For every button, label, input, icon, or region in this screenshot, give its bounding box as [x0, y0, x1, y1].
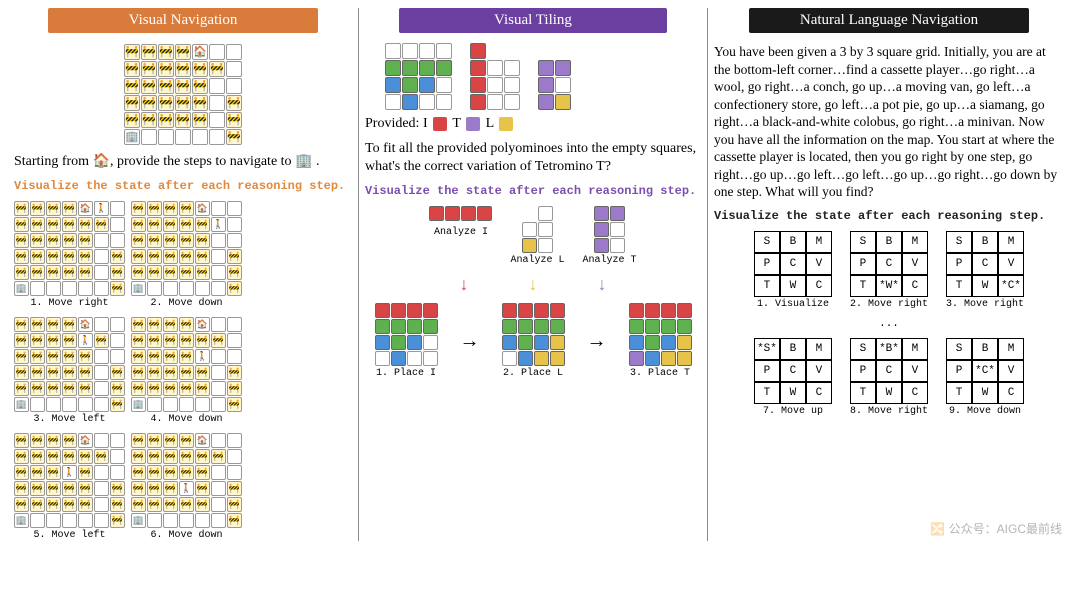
- ellipsis: ...: [714, 318, 1064, 330]
- nl-steps-bottom: *S*BMPCVTWC7. Move upS*B*MPCVTWC8. Move …: [714, 338, 1064, 417]
- nav-base-grid: 🚧🚧🚧🚧🏠🚧🚧🚧🚧🚧🚧🚧🚧🚧🚧🚧🚧🚧🚧🚧🚧🚧🚧🚧🚧🚧🚧🚧🏢🚧: [14, 43, 352, 145]
- nl-step: SBMP*C*VTWC9. Move down: [946, 338, 1024, 417]
- nl-prompt: You have been given a 3 by 3 square grid…: [714, 43, 1064, 201]
- viz-label-3: Visualize the state after each reasoning…: [714, 209, 1064, 223]
- viz-label-1: Visualize the state after each reasoning…: [14, 179, 352, 193]
- analyze-row: Analyze I Analyze L Analyze T: [365, 206, 701, 266]
- nl-step: *S*BMPCVTWC7. Move up: [754, 338, 832, 417]
- place-step: 2. Place L: [502, 303, 565, 379]
- analyze-step: Analyze L: [510, 206, 564, 266]
- nl-step: SBMPCVT*W*C2. Move right: [850, 231, 928, 310]
- col-visual-navigation: Visual Navigation 🚧🚧🚧🚧🏠🚧🚧🚧🚧🚧🚧🚧🚧🚧🚧🚧🚧🚧🚧🚧🚧🚧…: [8, 8, 358, 541]
- nav-step: 🚧🚧🚧🚧🏠🚧🚧🚧🚧🚶🚧🚧🚧🚧🚧🚧🚧🚧🚧🚧🚧🚧🚧🚧🚧🚧🚧🚧🏢🚧3. Move le…: [14, 315, 125, 425]
- nav-step: 🚧🚧🚧🚧🏠🚧🚧🚧🚧🚧🚧🚧🚧🚧🚧🚧🚧🚧🚧🚶🚧🚧🚧🚧🚧🚧🚧🚧🏢🚧6. Move do…: [131, 431, 242, 541]
- arrow-down-icon: ↓: [529, 274, 538, 295]
- arrow-right-icon: →: [456, 330, 484, 353]
- place-step: 1. Place I: [375, 303, 438, 379]
- watermark: 🔀 公众号：AIGC最前线: [930, 520, 1062, 537]
- analyze-step: Analyze T: [583, 206, 637, 266]
- arrow-row: ↓ ↓ ↓: [365, 274, 701, 295]
- arrow-down-icon: ↓: [460, 274, 469, 295]
- place-step: 3. Place T: [629, 303, 692, 379]
- analyze-step: Analyze I: [429, 206, 492, 266]
- nav-steps: 🚧🚧🚧🚧🏠🚶🚧🚧🚧🚧🚧🚧🚧🚧🚧🚧🚧🚧🚧🚧🚧🚧🚧🚧🚧🚧🚧🚧🚧🏢🚧1. Move r…: [14, 199, 352, 541]
- nav-step: 🚧🚧🚧🚧🏠🚧🚧🚧🚧🚧🚧🚧🚧🚧🚧🚶🚧🚧🚧🚧🚧🚧🚧🚧🚧🚧🚧🚧🏢🚧4. Move do…: [131, 315, 242, 425]
- arrow-down-icon: ↓: [598, 274, 607, 295]
- col-visual-tiling: Visual Tiling Provided: I T L To fit all…: [358, 8, 708, 541]
- nav-step: 🚧🚧🚧🚧🏠🚶🚧🚧🚧🚧🚧🚧🚧🚧🚧🚧🚧🚧🚧🚧🚧🚧🚧🚧🚧🚧🚧🚧🚧🏢🚧1. Move r…: [14, 199, 125, 309]
- col-nl-nav: Natural Language Navigation You have bee…: [708, 8, 1070, 541]
- provided-row: Provided: I T L: [365, 116, 701, 132]
- nav-step: 🚧🚧🚧🚧🏠🚧🚧🚧🚧🚧🚧🚧🚧🚧🚶🚧🚧🚧🚧🚧🚧🚧🚧🚧🚧🚧🚧🚧🏢🚧5. Move le…: [14, 431, 125, 541]
- nav-step: 🚧🚧🚧🚧🏠🚧🚧🚧🚧🚧🚶🚧🚧🚧🚧🚧🚧🚧🚧🚧🚧🚧🚧🚧🚧🚧🚧🚧🏢🚧2. Move do…: [131, 199, 242, 309]
- header-visual-tiling: Visual Tiling: [399, 8, 668, 33]
- nav-prompt: Starting from 🏠, provide the steps to na…: [14, 153, 352, 171]
- nl-step: SBMPCVTWC1. Visualize: [754, 231, 832, 310]
- nl-step: SBMPCVTW*C*3. Move right: [946, 231, 1024, 310]
- three-column-layout: Visual Navigation 🚧🚧🚧🚧🏠🚧🚧🚧🚧🚧🚧🚧🚧🚧🚧🚧🚧🚧🚧🚧🚧🚧…: [8, 8, 1072, 541]
- header-visual-nav: Visual Navigation: [48, 8, 318, 33]
- arrow-right-icon: →: [583, 330, 611, 353]
- tiling-prompt: To fit all the provided polyominoes into…: [365, 140, 701, 176]
- tiling-base: [365, 43, 701, 110]
- nl-step: S*B*MPCVTWC8. Move right: [850, 338, 928, 417]
- place-row: 1. Place I → 2. Place L → 3. Place T: [365, 303, 701, 379]
- nl-steps-top: SBMPCVTWC1. VisualizeSBMPCVT*W*C2. Move …: [714, 231, 1064, 310]
- header-nl-nav: Natural Language Navigation: [749, 8, 1029, 33]
- viz-label-2: Visualize the state after each reasoning…: [365, 184, 701, 198]
